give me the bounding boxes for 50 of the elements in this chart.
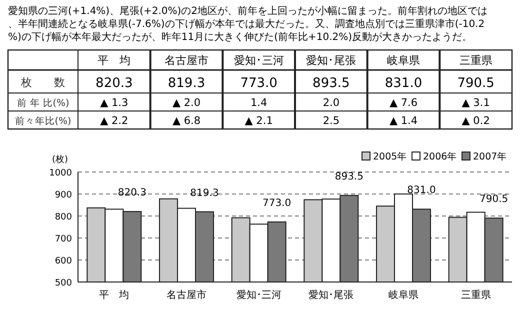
x-tick-label: 岐阜県 [388, 289, 418, 301]
category-label: 平 均 [98, 54, 131, 67]
text: 前々年比(%) [14, 115, 72, 127]
y-tick-label: 800 [54, 212, 72, 222]
x-tick-label: 平 均 [99, 289, 130, 301]
legend-label: 2005年 [373, 150, 408, 162]
y-tick-label: 600 [54, 256, 72, 266]
text: ▲ 3.1 [462, 97, 490, 109]
text: 790.5 [480, 194, 508, 206]
x-tick-label: 三重県 [460, 289, 491, 301]
text: 820.3 [118, 188, 146, 199]
text: ▲ 6.8 [172, 115, 201, 127]
text: ▲ 2.2 [100, 115, 128, 127]
text: ▲ 1.3 [100, 97, 128, 109]
text: 2.0 [322, 97, 340, 109]
x-tick-label: 愛知･三河 [236, 289, 282, 301]
text: 893.5 [334, 171, 364, 182]
text: ▲ 7.6 [389, 97, 418, 109]
text: 773.0 [262, 198, 292, 209]
x-tick-label: 名古屋市 [166, 289, 206, 301]
text: 2.5 [322, 115, 340, 127]
category-label: 愛知･三河 [234, 54, 284, 67]
legend-label: 2006年 [423, 150, 458, 162]
category-label: 岐阜県 [387, 54, 420, 67]
data-label: 820.3 [96, 76, 133, 91]
data-label: 790.5 [457, 76, 494, 91]
text: ▲ 1.4 [389, 115, 418, 127]
text: ▲ 2.0 [172, 97, 201, 109]
y-tick-label: 900 [54, 190, 72, 200]
data-label: 773.0 [240, 76, 278, 91]
category-label: 愛知･尾張 [306, 54, 356, 67]
text: 前 年 比(%) [16, 97, 70, 109]
text: ▲ 0.2 [462, 115, 490, 127]
text: 831.0 [407, 185, 436, 196]
data-label: 831.0 [384, 76, 422, 91]
text: 枚 数 [20, 76, 65, 89]
x-tick-label: 愛知･尾張 [308, 289, 354, 301]
y-axis-title: (枚) [52, 154, 68, 165]
y-tick-label: 1000 [49, 168, 72, 178]
text: 819.3 [190, 188, 219, 199]
text: 愛知県の三河(+1.4%)、尾張(+2.0%)の2地区が、前年を上回ったが小幅に留まった。前年割れの地区では、半年間連続となる岐阜県(-7.6%)の下げ幅が本年では最大だった。又、調査地点別では三重県津市(-10.2%)の下げ幅が本年最大だったが、昨年11月に大きく伸びた(前年比+10.2%)反動が大きかったようだ。 [8, 5, 488, 43]
data-label: 819.3 [168, 76, 206, 91]
text: ▲ 2.1 [244, 115, 273, 127]
text: 1.4 [250, 97, 268, 109]
y-tick-label: 700 [54, 234, 72, 244]
category-label: 三重県 [459, 54, 492, 67]
category-label: 名古屋市 [164, 54, 208, 67]
data-label: 893.5 [312, 76, 350, 91]
legend-label: 2007年 [473, 150, 508, 162]
y-tick-label: 500 [54, 278, 72, 288]
